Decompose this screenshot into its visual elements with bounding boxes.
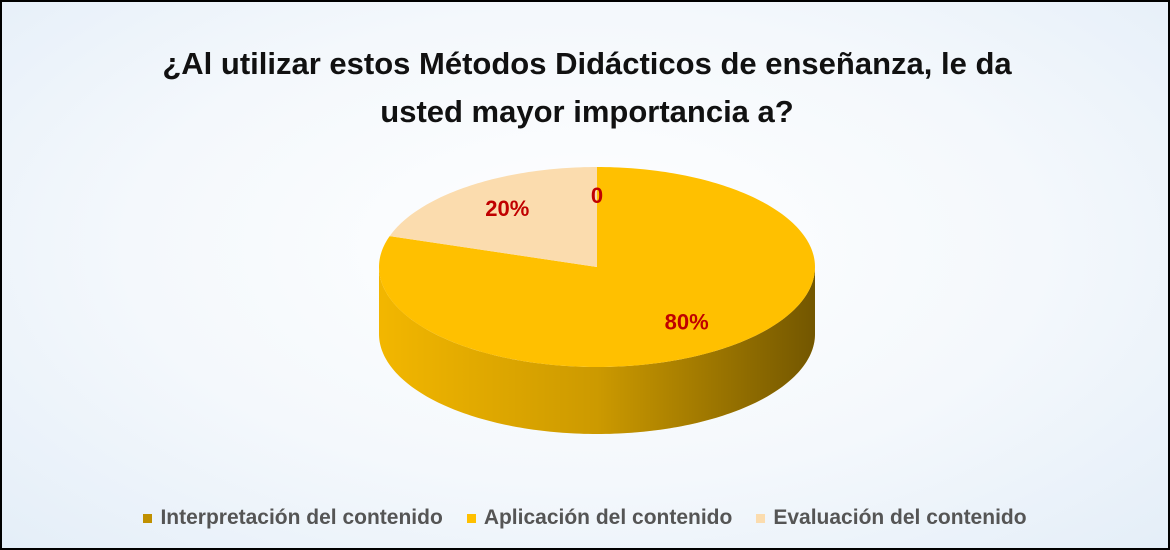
chart-title: ¿Al utilizar estos Métodos Didácticos de… [162, 46, 1012, 129]
data-label: 20% [485, 196, 529, 221]
legend-label: Aplicación del contenido [483, 506, 733, 529]
legend-label: Evaluación del contenido [773, 506, 1027, 529]
data-label: 80% [665, 309, 709, 334]
legend-label: Interpretación del contenido [160, 506, 443, 529]
legend: Interpretación del contenido Aplicación d… [2, 506, 1168, 530]
legend-swatch [143, 513, 153, 523]
legend-swatch [466, 513, 476, 523]
data-label: 0 [591, 183, 603, 208]
side-shade [379, 267, 815, 434]
legend-swatch [756, 513, 766, 523]
legend-item: Interpretación del contenido [143, 506, 443, 530]
slice [389, 167, 597, 267]
legend-item: Aplicación del contenido [466, 506, 733, 530]
legend-item: Evaluación del contenido [756, 506, 1027, 530]
